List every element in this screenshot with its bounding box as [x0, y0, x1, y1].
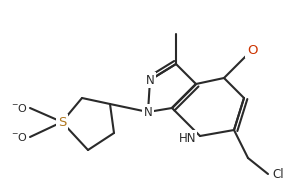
Text: N: N: [146, 74, 154, 87]
Text: HN: HN: [178, 132, 196, 145]
Text: $^{-}$O: $^{-}$O: [11, 102, 28, 114]
Text: Cl: Cl: [272, 167, 284, 180]
Text: N: N: [144, 105, 153, 119]
Text: O: O: [247, 43, 257, 57]
Text: $^{-}$O: $^{-}$O: [11, 131, 28, 143]
Text: S: S: [58, 115, 66, 129]
